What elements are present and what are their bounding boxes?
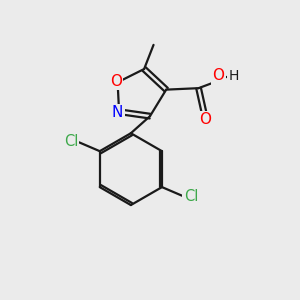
Text: O: O <box>199 112 211 128</box>
Text: Cl: Cl <box>64 134 78 149</box>
Text: N: N <box>112 105 123 120</box>
Text: O: O <box>110 74 122 89</box>
Text: H: H <box>228 69 238 83</box>
Text: O: O <box>213 68 225 83</box>
Text: Cl: Cl <box>184 189 198 204</box>
